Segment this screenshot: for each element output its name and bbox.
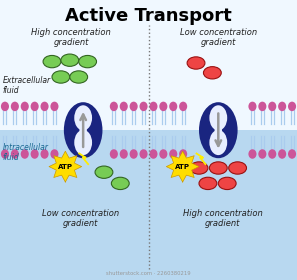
Ellipse shape [199,102,238,158]
Ellipse shape [31,149,39,159]
Ellipse shape [258,102,266,111]
Ellipse shape [209,162,227,174]
Ellipse shape [70,71,88,83]
Polygon shape [166,151,199,182]
Ellipse shape [1,102,9,111]
Ellipse shape [278,102,286,111]
Ellipse shape [268,102,276,111]
Ellipse shape [218,177,236,190]
Text: ATP: ATP [58,164,73,170]
Ellipse shape [129,102,138,111]
Ellipse shape [203,67,221,79]
Ellipse shape [95,166,113,178]
Ellipse shape [209,130,227,155]
Ellipse shape [111,177,129,190]
Ellipse shape [110,102,118,111]
Ellipse shape [61,54,79,66]
Ellipse shape [288,149,296,159]
Ellipse shape [149,149,157,159]
Text: Active Transport: Active Transport [65,7,232,25]
Ellipse shape [179,149,187,159]
Ellipse shape [74,130,92,155]
Ellipse shape [1,149,9,159]
Ellipse shape [229,162,247,174]
Ellipse shape [11,149,19,159]
Ellipse shape [159,102,168,111]
Text: Intracellular
fluid: Intracellular fluid [3,143,49,162]
Ellipse shape [169,149,177,159]
Ellipse shape [79,55,97,68]
Ellipse shape [43,55,61,68]
Ellipse shape [268,149,276,159]
Text: Low concentration
gradient: Low concentration gradient [42,209,119,228]
Ellipse shape [288,102,296,111]
Ellipse shape [199,177,217,190]
Ellipse shape [190,162,208,174]
Ellipse shape [80,125,87,135]
Ellipse shape [120,149,128,159]
Ellipse shape [278,149,286,159]
Ellipse shape [110,149,118,159]
Ellipse shape [31,102,39,111]
Ellipse shape [187,57,205,69]
Ellipse shape [74,105,92,130]
Ellipse shape [169,102,177,111]
Ellipse shape [248,149,257,159]
Text: High concentration
gradient: High concentration gradient [31,28,111,47]
Text: shutterstock.com · 2260380219: shutterstock.com · 2260380219 [106,271,191,276]
Ellipse shape [248,102,257,111]
Ellipse shape [140,149,148,159]
Ellipse shape [11,102,19,111]
Ellipse shape [214,125,222,135]
Text: ATP: ATP [175,164,190,170]
Ellipse shape [149,102,157,111]
Bar [0,130,297,280]
Ellipse shape [50,149,59,159]
Polygon shape [49,151,82,182]
Ellipse shape [40,102,49,111]
Ellipse shape [40,149,49,159]
Text: High concentration
gradient: High concentration gradient [183,209,263,228]
Ellipse shape [140,102,148,111]
Ellipse shape [129,149,138,159]
Ellipse shape [120,102,128,111]
Ellipse shape [52,71,70,83]
Ellipse shape [209,105,227,130]
Ellipse shape [21,149,29,159]
Bar [0,0,297,130]
Ellipse shape [159,149,168,159]
Ellipse shape [179,102,187,111]
Ellipse shape [258,149,266,159]
Ellipse shape [21,102,29,111]
Text: Extracellular
fluid: Extracellular fluid [3,76,51,95]
Ellipse shape [50,102,59,111]
Ellipse shape [64,102,102,158]
Text: Low concentration
gradient: Low concentration gradient [180,28,257,47]
